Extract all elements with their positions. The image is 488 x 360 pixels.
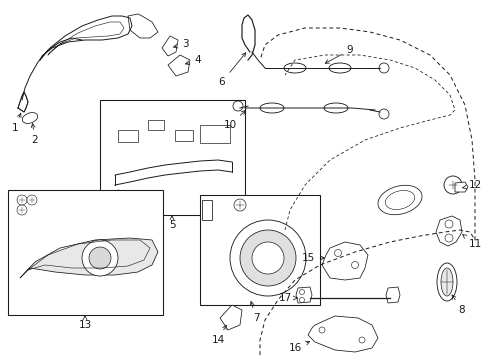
Text: 5: 5 bbox=[168, 216, 175, 230]
Text: 17: 17 bbox=[278, 293, 297, 303]
Circle shape bbox=[443, 176, 461, 194]
Polygon shape bbox=[202, 200, 212, 220]
Circle shape bbox=[299, 297, 304, 302]
Text: 16: 16 bbox=[288, 341, 309, 353]
Polygon shape bbox=[18, 92, 28, 112]
Polygon shape bbox=[168, 55, 190, 76]
Ellipse shape bbox=[385, 190, 414, 210]
Bar bbox=[148, 120, 163, 130]
Circle shape bbox=[82, 240, 118, 276]
Bar bbox=[100, 100, 244, 215]
Text: 13: 13 bbox=[78, 316, 91, 330]
Circle shape bbox=[358, 337, 364, 343]
Text: 10: 10 bbox=[223, 111, 245, 130]
Circle shape bbox=[444, 220, 452, 228]
Polygon shape bbox=[321, 242, 367, 280]
Text: 1: 1 bbox=[12, 113, 21, 133]
Text: 12: 12 bbox=[462, 180, 481, 190]
Bar bbox=[175, 130, 193, 141]
Ellipse shape bbox=[284, 63, 305, 73]
Circle shape bbox=[444, 234, 452, 242]
Polygon shape bbox=[20, 238, 158, 278]
Ellipse shape bbox=[324, 103, 347, 113]
Polygon shape bbox=[162, 36, 178, 56]
Circle shape bbox=[378, 63, 388, 73]
Polygon shape bbox=[307, 316, 377, 352]
Text: 7: 7 bbox=[250, 301, 259, 323]
Polygon shape bbox=[454, 182, 467, 192]
Text: 9: 9 bbox=[325, 45, 353, 63]
Circle shape bbox=[299, 289, 304, 294]
Circle shape bbox=[334, 249, 341, 257]
Text: 3: 3 bbox=[173, 39, 188, 49]
Circle shape bbox=[378, 109, 388, 119]
Bar bbox=[118, 130, 138, 142]
Bar bbox=[200, 125, 229, 143]
Text: 11: 11 bbox=[462, 234, 481, 249]
Circle shape bbox=[17, 205, 27, 215]
Polygon shape bbox=[385, 287, 399, 303]
Polygon shape bbox=[110, 190, 135, 210]
Ellipse shape bbox=[440, 268, 452, 296]
Bar bbox=[200, 195, 319, 305]
Text: 4: 4 bbox=[185, 55, 201, 65]
Polygon shape bbox=[435, 216, 461, 246]
Circle shape bbox=[17, 195, 27, 205]
Circle shape bbox=[89, 247, 111, 269]
Text: 15: 15 bbox=[301, 253, 324, 263]
Polygon shape bbox=[295, 287, 311, 303]
Polygon shape bbox=[128, 14, 158, 38]
Polygon shape bbox=[220, 305, 242, 330]
Circle shape bbox=[240, 230, 295, 286]
Ellipse shape bbox=[328, 63, 350, 73]
Text: 2: 2 bbox=[31, 123, 38, 145]
Ellipse shape bbox=[377, 185, 421, 215]
Ellipse shape bbox=[436, 263, 456, 301]
Circle shape bbox=[318, 327, 325, 333]
Circle shape bbox=[232, 101, 243, 111]
Text: 14: 14 bbox=[211, 325, 226, 345]
Circle shape bbox=[351, 261, 358, 269]
Circle shape bbox=[229, 220, 305, 296]
Text: 8: 8 bbox=[451, 295, 465, 315]
Circle shape bbox=[234, 199, 245, 211]
Circle shape bbox=[27, 195, 37, 205]
Ellipse shape bbox=[260, 103, 284, 113]
Circle shape bbox=[251, 242, 284, 274]
Text: 6: 6 bbox=[218, 53, 245, 87]
Bar bbox=[8, 190, 163, 315]
Ellipse shape bbox=[22, 113, 38, 123]
